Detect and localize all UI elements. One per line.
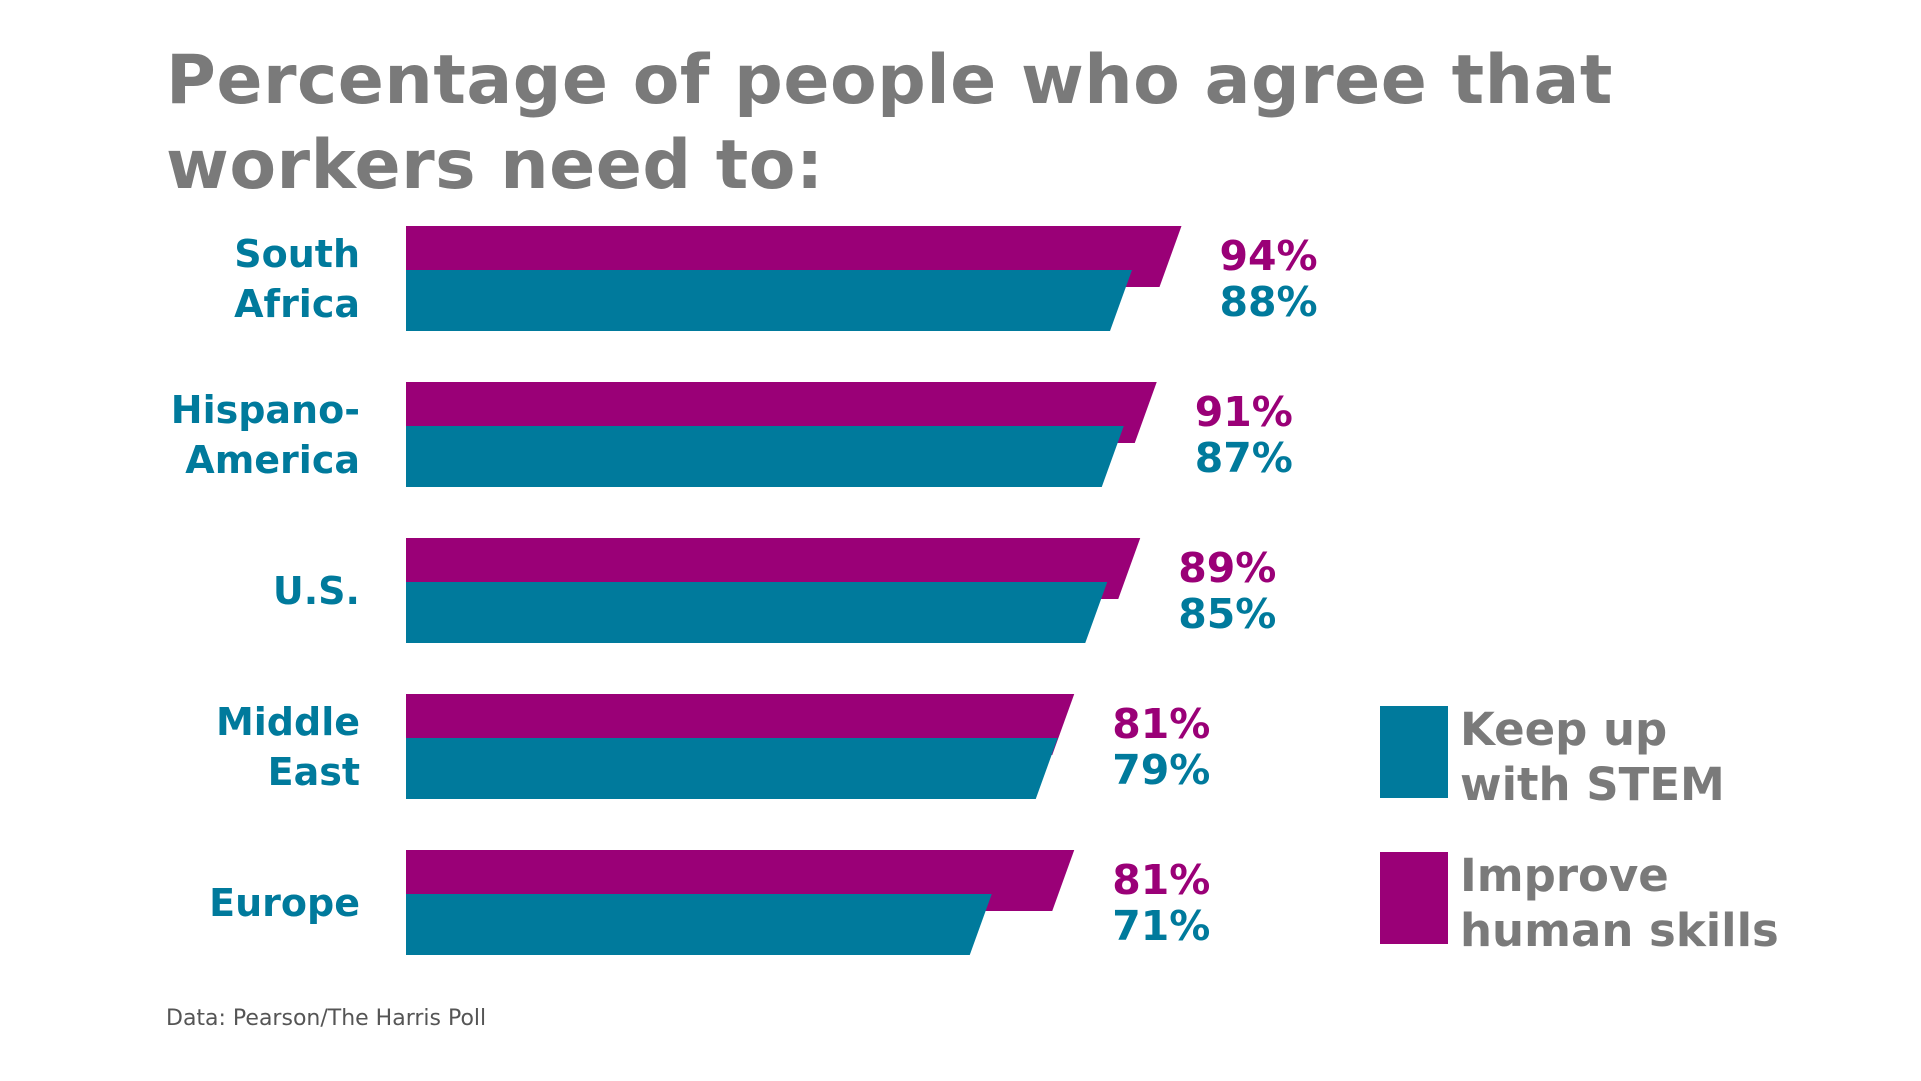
- value-label-human-skills: 81%: [1112, 700, 1210, 748]
- category-label: Europe: [209, 881, 360, 925]
- category-label: South Africa: [234, 232, 360, 326]
- bar-stem: [406, 738, 1058, 799]
- value-label-human-skills: 94%: [1220, 232, 1318, 280]
- value-label-stem: 85%: [1178, 590, 1276, 638]
- value-label-human-skills: 91%: [1195, 388, 1293, 436]
- legend-swatch-human: [1380, 852, 1448, 944]
- legend-item-human: Improve human skills: [1380, 849, 1790, 958]
- value-label-stem: 79%: [1112, 746, 1210, 794]
- bar-stem: [406, 582, 1108, 643]
- legend-swatch-stem: [1380, 706, 1448, 798]
- source-note: Data: Pearson/The Harris Poll: [166, 1006, 487, 1031]
- value-label-stem: 71%: [1112, 902, 1210, 950]
- category-label: Middle East: [216, 700, 360, 794]
- category-label: Hispano-America: [171, 388, 360, 482]
- value-label-stem: 87%: [1195, 434, 1293, 482]
- value-label-human-skills: 89%: [1178, 544, 1276, 592]
- bar-stem: [406, 894, 992, 955]
- value-label-human-skills: 81%: [1112, 856, 1210, 904]
- chart-title: Percentage of people who agree that work…: [166, 41, 1613, 205]
- legend-item-stem: Keep up with STEM: [1380, 703, 1790, 812]
- bar-stem: [406, 426, 1124, 487]
- legend-label-stem: Keep up with STEM: [1460, 703, 1725, 811]
- bar-stem: [406, 270, 1132, 331]
- category-label: U.S.: [273, 569, 360, 613]
- value-label-stem: 88%: [1220, 278, 1318, 326]
- legend-label-human: Improve human skills: [1460, 849, 1779, 957]
